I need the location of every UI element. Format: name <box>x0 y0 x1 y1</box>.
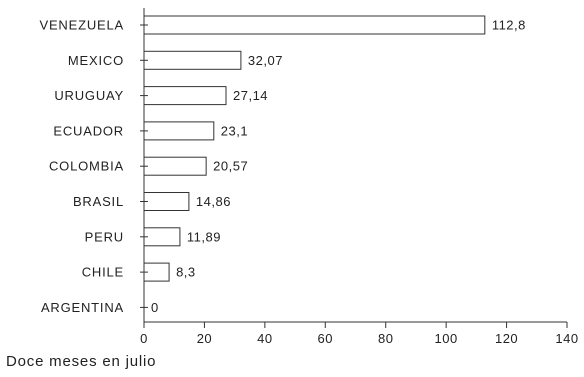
value-label-argentina: 0 <box>151 300 159 315</box>
x-tick-label-60: 60 <box>318 331 333 346</box>
value-label-venezuela: 112,8 <box>492 18 526 33</box>
x-tick-label-40: 40 <box>257 331 272 346</box>
value-label-uruguay: 27,14 <box>233 88 268 103</box>
labels-layer: VENEZUELA 112,8 MEXICO 32,07 URUGUAY 27,14 ECU… <box>39 18 578 347</box>
x-tick-label-80: 80 <box>378 331 393 346</box>
chart-caption: Doce meses en julio <box>6 353 157 370</box>
category-label-argentina: ARGENTINA <box>41 300 124 315</box>
bar-venezuela <box>143 15 486 35</box>
bar-brasil <box>143 192 190 211</box>
category-label-uruguay: URUGUAY <box>54 88 124 103</box>
category-label-mexico: MEXICO <box>68 53 124 68</box>
category-label-chile: CHILE <box>82 265 124 280</box>
category-label-venezuela: VENEZUELA <box>39 18 124 33</box>
axis-layer <box>140 8 568 328</box>
bar-ecuador <box>143 121 215 141</box>
value-label-chile: 8,3 <box>176 265 196 280</box>
value-label-peru: 11,89 <box>187 229 221 244</box>
category-label-ecuador: ECUADOR <box>53 123 124 138</box>
x-tick-label-100: 100 <box>435 331 458 346</box>
bar-colombia <box>143 156 207 176</box>
x-tick-label-0: 0 <box>140 331 148 346</box>
bar-peru <box>143 227 181 247</box>
value-label-ecuador: 23,1 <box>221 123 248 138</box>
bar-mexico <box>143 50 242 70</box>
category-label-peru: PERU <box>85 229 124 244</box>
x-tick-label-140: 140 <box>555 331 578 346</box>
x-tick-label-120: 120 <box>495 331 518 346</box>
x-tick-label-20: 20 <box>197 331 212 346</box>
bar-uruguay <box>143 86 227 106</box>
value-label-mexico: 32,07 <box>248 53 283 68</box>
category-label-colombia: COLOMBIA <box>49 159 124 174</box>
value-label-brasil: 14,86 <box>196 194 231 209</box>
category-label-brasil: BRASIL <box>73 194 124 209</box>
value-label-colombia: 20,57 <box>213 159 248 174</box>
